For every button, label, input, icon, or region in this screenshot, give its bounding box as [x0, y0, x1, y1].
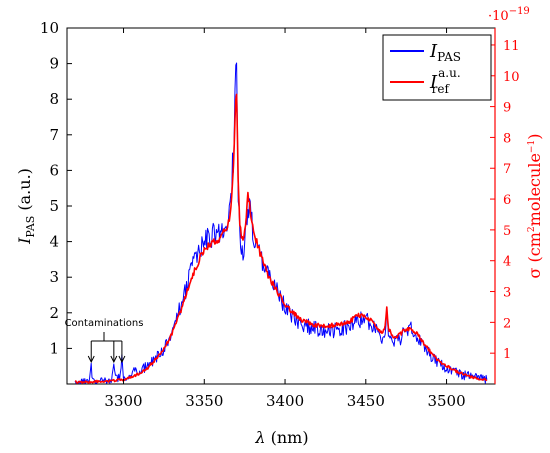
- y-axis-label-main: I: [15, 237, 34, 245]
- y2-tick-label: 5: [503, 224, 511, 239]
- y2-axis-label-mid: molecule: [525, 153, 544, 226]
- x-tick-label: 3500: [427, 392, 465, 410]
- x-tick-label: 3350: [185, 392, 223, 410]
- legend-label-iref: Ia.u. ref: [429, 66, 461, 96]
- legend-box: [382, 34, 492, 101]
- x-axis-label: λ (nm): [254, 428, 308, 447]
- y2-axis-label-main: σ (cm: [525, 232, 544, 278]
- y-axis-label-sub: PAS: [24, 216, 37, 238]
- y2-axis-label-sup2: −1: [527, 140, 537, 153]
- y2-axis-label-end: ): [525, 134, 544, 140]
- y-tick-label: 6: [49, 161, 59, 179]
- x-tick-label: 3300: [104, 392, 142, 410]
- annotation-text: Contaminations: [65, 318, 144, 329]
- annotation-arrowhead: [110, 355, 118, 364]
- legend-label-iref-sub: ref: [432, 82, 451, 96]
- y-tick-label: 5: [49, 197, 59, 215]
- y-tick-label: 1: [49, 339, 59, 357]
- series-layer: [74, 62, 488, 384]
- series-line-ipas: [74, 62, 488, 384]
- y-tick-label: 3: [49, 268, 59, 286]
- x-tick-label: 3400: [266, 392, 304, 410]
- contaminations-annotation: Contaminations: [65, 318, 144, 364]
- annotation-arrowhead: [87, 355, 95, 364]
- y-tick-label: 8: [49, 90, 59, 108]
- x-axis-label-symbol: λ: [254, 428, 265, 447]
- y2-multiplier-exp: −19: [509, 6, 530, 17]
- legend: IPAS Ia.u. ref: [382, 34, 492, 101]
- y-axis-label: IPAS (a.u.): [15, 168, 37, 245]
- y-tick-label: 4: [49, 233, 59, 251]
- y2-tick-label: 9: [503, 101, 511, 116]
- legend-label-iref-main: I: [429, 72, 438, 93]
- y-axis-label-unit: (a.u.): [15, 168, 34, 216]
- y2-tick-label: 3: [503, 286, 511, 301]
- y-tick-label: 2: [49, 304, 59, 322]
- y2-axis-label-sup1: 2: [527, 226, 537, 232]
- y2-tick-label: 7: [503, 162, 511, 177]
- legend-label-iref-sup: a.u.: [438, 66, 461, 80]
- y2-axis-label: σ (cm2molecule−1): [525, 134, 544, 279]
- y2-tick-label: 6: [503, 193, 511, 208]
- ticks-layer: 3300 3350 3400 3450 3500 1 2 3 4 5 6 7 8 9 10 1 2 3 4 5 6 7 8 9…: [40, 19, 520, 410]
- series-line-iref: [75, 93, 488, 384]
- x-axis-label-unit: (nm): [266, 428, 309, 447]
- y2-tick-label: 1: [503, 347, 511, 362]
- x-tick-label: 3450: [347, 392, 385, 410]
- y2-multiplier-base: ·10: [488, 9, 509, 24]
- y-tick-label: 7: [49, 126, 59, 144]
- legend-label-ipas-sub: PAS: [437, 50, 461, 64]
- y2-axis-multiplier: ·10−19: [488, 6, 530, 24]
- legend-label-ipas: IPAS: [429, 41, 461, 64]
- annotation-arrowhead: [118, 355, 126, 364]
- y2-tick-label: 11: [503, 39, 520, 54]
- y2-tick-label: 4: [503, 255, 511, 270]
- legend-label-ipas-main: I: [429, 41, 438, 62]
- y-tick-label: 9: [49, 55, 59, 73]
- y-tick-label: 10: [40, 19, 59, 37]
- y2-tick-label: 8: [503, 131, 511, 146]
- y2-tick-label: 2: [503, 316, 511, 331]
- y2-tick-label: 10: [503, 70, 520, 85]
